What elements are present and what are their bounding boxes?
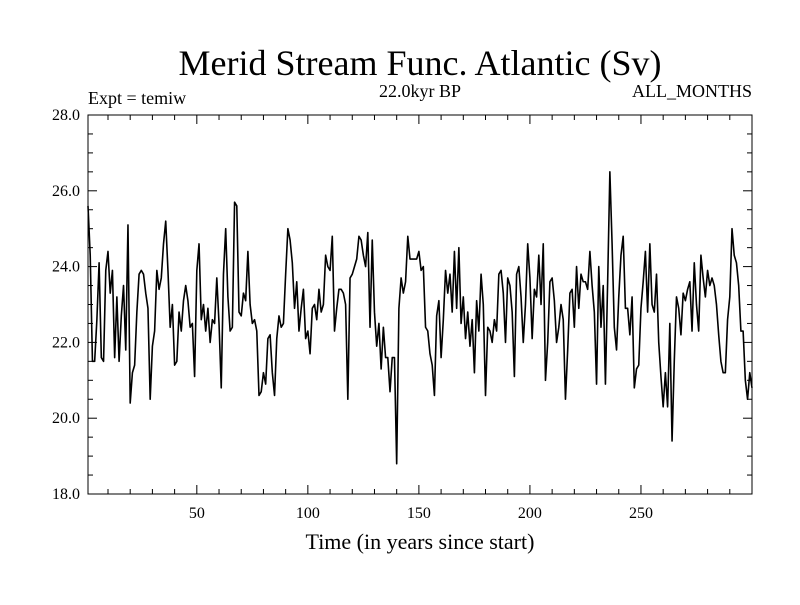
chart-title: Merid Stream Func. Atlantic (Sv) (179, 43, 662, 83)
x-axis-label: Time (in years since start) (306, 529, 535, 554)
y-tick-label: 18.0 (52, 486, 80, 503)
x-tick-label: 50 (189, 505, 205, 522)
y-tick-label: 22.0 (52, 334, 80, 351)
x-tick-label: 100 (296, 505, 320, 522)
ticks-layer (88, 115, 752, 494)
chart-center-label: 22.0kyr BP (379, 81, 461, 101)
y-tick-label: 24.0 (52, 259, 80, 276)
y-tick-label: 28.0 (52, 107, 80, 124)
series-line (87, 171, 753, 465)
x-tick-label: 150 (407, 505, 431, 522)
tick-labels-layer: 50 100 150 200 250 18.0 20.0 22.0 24.0 26.0 28.0 (52, 107, 653, 522)
y-tick-label: 20.0 (52, 410, 80, 427)
x-tick-label: 250 (629, 505, 653, 522)
chart-left-label: Expt = temiw (88, 88, 186, 108)
y-tick-label: 26.0 (52, 183, 80, 200)
x-tick-label: 200 (518, 505, 542, 522)
chart-right-label: ALL_MONTHS (632, 81, 752, 101)
